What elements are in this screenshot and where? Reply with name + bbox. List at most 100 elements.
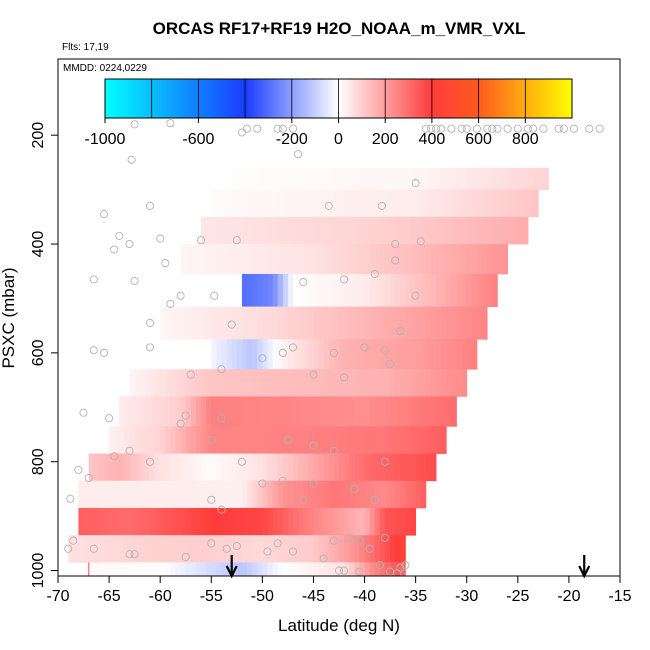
heatmap-cell xyxy=(410,306,417,340)
heatmap-cell xyxy=(277,273,284,308)
heatmap-cell xyxy=(221,396,227,427)
heatmap-cell xyxy=(364,535,371,563)
heatmap-cell xyxy=(303,562,309,576)
heatmap-cell xyxy=(293,396,299,427)
heatmap-cell xyxy=(124,535,130,563)
heatmap-cell xyxy=(333,167,340,191)
heatmap-cell xyxy=(395,369,401,397)
heatmap-cell xyxy=(400,535,406,563)
heatmap-cell xyxy=(88,535,95,563)
data-point xyxy=(513,124,522,133)
data-point xyxy=(503,124,512,133)
heatmap-cell xyxy=(134,453,141,482)
heatmap-cell xyxy=(400,453,406,482)
heatmap-cell xyxy=(390,244,396,275)
heatmap-cell xyxy=(364,167,371,191)
data-point xyxy=(559,124,568,133)
data-point xyxy=(309,479,318,488)
heatmap-cell xyxy=(252,273,258,308)
heatmap-cell xyxy=(354,273,360,308)
heatmap-cell xyxy=(180,535,187,563)
heatmap-cell xyxy=(206,453,212,482)
heatmap-cell xyxy=(216,396,222,427)
heatmap-cell xyxy=(349,189,355,218)
heatmap-cell xyxy=(226,189,233,218)
data-point xyxy=(273,124,282,133)
data-point xyxy=(130,120,139,129)
heatmap-cell xyxy=(349,396,355,427)
heatmap-cell xyxy=(134,396,141,427)
heatmap-cell xyxy=(257,244,263,275)
heatmap-cell xyxy=(466,244,473,275)
heatmap-cell xyxy=(466,216,473,245)
heatmap-cell xyxy=(185,535,192,563)
data-point xyxy=(380,457,390,466)
data-point xyxy=(258,354,267,363)
heatmap-cell xyxy=(374,535,381,563)
heatmap-cell xyxy=(287,507,294,536)
heatmap-cell xyxy=(247,480,253,509)
heatmap-cell xyxy=(395,426,401,454)
heatmap-cell xyxy=(109,535,115,563)
heatmap-cell xyxy=(308,507,314,536)
heatmap-cell xyxy=(522,189,529,218)
heatmap-cell xyxy=(471,189,478,218)
heatmap-cell xyxy=(236,480,243,509)
heatmap-cell xyxy=(492,167,498,191)
heatmap-cell xyxy=(98,562,105,576)
heatmap-cell xyxy=(354,369,360,397)
heatmap-cell xyxy=(344,369,350,397)
heatmap-cell xyxy=(129,453,136,482)
heatmap-cell xyxy=(298,369,304,397)
heatmap-cell xyxy=(395,339,401,370)
heatmap-cell xyxy=(206,507,212,536)
heatmap-cell xyxy=(395,453,401,482)
heatmap-cell xyxy=(226,453,233,482)
heatmap-cell xyxy=(221,216,227,245)
heatmap-cell xyxy=(180,306,187,340)
heatmap-cell xyxy=(241,339,248,370)
heatmap-cell xyxy=(236,396,243,427)
heatmap-cell xyxy=(390,507,396,536)
data-point xyxy=(242,124,252,133)
heatmap-cell xyxy=(308,244,314,275)
heatmap-cell xyxy=(293,244,299,275)
heatmap-cell xyxy=(298,339,304,370)
heatmap-cell xyxy=(175,396,182,427)
data-point xyxy=(145,457,155,466)
heatmap-cell xyxy=(333,480,340,509)
heatmap-cell xyxy=(139,535,146,563)
data-point xyxy=(197,236,206,245)
heatmap-cell xyxy=(88,480,95,509)
data-point xyxy=(493,124,502,133)
x-tick-label: -60 xyxy=(149,588,172,605)
heatmap-cell xyxy=(170,535,176,563)
heatmap-cell xyxy=(333,426,340,454)
data-point xyxy=(529,124,538,133)
heatmap-cell xyxy=(124,480,130,509)
heatmap-cell xyxy=(415,453,422,482)
heatmap-cell xyxy=(252,535,258,563)
heatmap-cell xyxy=(247,369,253,397)
heatmap-cell xyxy=(165,426,171,454)
heatmap-cell xyxy=(390,426,396,454)
heatmap-cell xyxy=(308,306,314,340)
heatmap-cell xyxy=(384,453,391,482)
heatmap-cell xyxy=(129,369,136,397)
heatmap-cell xyxy=(359,369,365,397)
heatmap-band xyxy=(109,426,447,454)
heatmap-cell xyxy=(441,244,447,275)
heatmap-cell xyxy=(364,507,371,536)
heatmap-cell xyxy=(190,453,197,482)
heatmap-cell xyxy=(405,339,411,370)
heatmap-cell xyxy=(517,189,524,218)
heatmap-cell xyxy=(410,244,417,275)
heatmap-cell xyxy=(359,507,365,536)
heatmap-cell xyxy=(420,306,427,340)
heatmap-cell xyxy=(533,167,539,191)
heatmap-cell xyxy=(364,426,371,454)
heatmap-band xyxy=(160,306,488,340)
heatmap-cell xyxy=(405,507,411,536)
heatmap-cell xyxy=(211,244,217,275)
heatmap-cell xyxy=(395,273,401,308)
